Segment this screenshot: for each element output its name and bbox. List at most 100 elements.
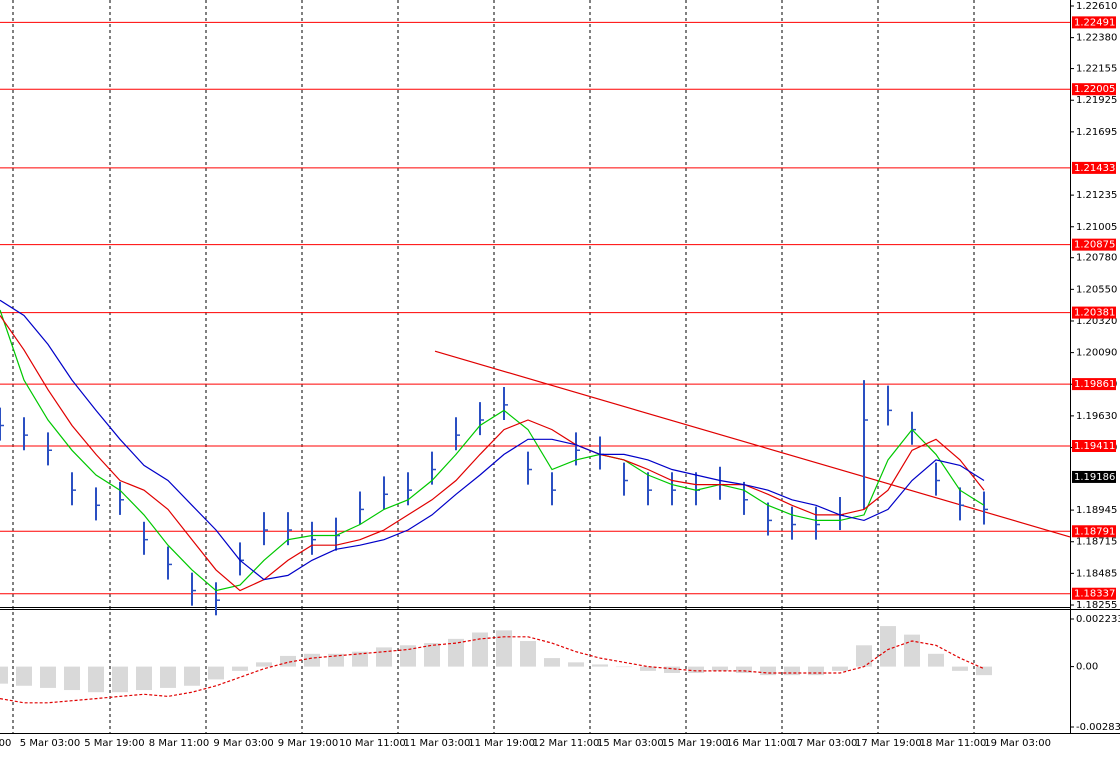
trend-line [434,350,1071,538]
y-tick-label: 1.22380 [1076,33,1117,44]
histogram-bar [760,666,776,676]
histogram-bar [304,653,320,667]
y-tick-label: 1.22610 [1076,1,1117,12]
level-label-box [1072,306,1116,319]
histogram-bar [256,662,272,667]
level-label-box [1072,440,1116,453]
y-tick-label: 1.18485 [1076,568,1117,579]
x-tick-label: 16 Mar 11:00 [726,738,793,749]
histogram-bar [232,666,248,671]
histogram-bar [376,647,392,667]
level-label: 1.21433 [1074,163,1115,174]
level-label-box [1072,161,1116,174]
level-label-box [1072,587,1116,600]
histogram-bar [808,666,824,676]
x-tick-label: 19 Mar 03:00 [984,738,1051,749]
level-label-box [1072,238,1116,251]
y-tick-label: 0.00 [1076,662,1098,673]
histogram-bar [832,666,848,671]
y-tick-label: 1.21235 [1076,190,1117,201]
level-label: 1.19861 [1074,379,1115,390]
histogram-bar [616,666,632,668]
y-tick-label: 0.002233 [1076,614,1120,625]
y-tick-label: 1.20550 [1076,284,1117,295]
histogram-bar [664,666,680,673]
histogram-bar [496,630,512,667]
x-tick-label: 15 Mar 19:00 [662,738,729,749]
histogram-bar [592,664,608,667]
histogram-bar [544,658,560,667]
level-label: 1.22005 [1074,84,1115,95]
histogram-bar [16,666,32,686]
histogram-bar [904,634,920,667]
histogram-bar [0,666,8,684]
level-label: 1.20875 [1074,240,1115,251]
level-label: 1.22491 [1074,17,1115,28]
level-label: 1.19411 [1074,441,1115,452]
signal-line [0,636,985,704]
histogram-bar [400,645,416,667]
y-tick-label: 1.20320 [1076,316,1117,327]
histogram-bar [184,666,200,686]
histogram-bar [952,666,968,671]
y-tick-label: 1.19630 [1076,411,1117,422]
histogram-bar [64,666,80,691]
histogram-bar [880,626,896,667]
last-price-box [1072,470,1116,483]
level-label: 1.18791 [1074,526,1115,537]
x-tick-label: 5 Mar 19:00 [84,738,144,749]
histogram-bar [280,655,296,667]
histogram-bar [136,666,152,691]
x-tick-label: 18 Mar 11:00 [920,738,987,749]
level-label-box [1072,83,1116,96]
histogram-bar [568,662,584,667]
histogram-bar [352,651,368,667]
y-tick-label: 1.20780 [1076,253,1117,264]
histogram-bar [472,632,488,667]
y-tick-label: 1.21695 [1076,127,1117,138]
line [0,309,985,592]
x-tick-label: 17 Mar 03:00 [791,738,858,749]
histogram-bar [928,653,944,667]
histogram-bar [784,666,800,676]
y-tick-label: 1.18715 [1076,537,1117,548]
histogram-bar [520,641,536,667]
last-price-label: 1.19186 [1074,472,1115,483]
x-tick-label: 00 [0,738,11,749]
y-tick-label: 1.20090 [1076,348,1117,359]
level-label-box [1072,378,1116,391]
histogram-bar [640,666,656,671]
x-tick-label: 11 Mar 03:00 [404,738,471,749]
y-tick-label: 1.22155 [1076,64,1117,75]
x-tick-label: 8 Mar 11:00 [149,738,209,749]
level-label: 1.20381 [1074,308,1115,319]
line [0,315,985,592]
histogram-bar [736,666,752,673]
histogram-bar [88,666,104,693]
x-tick-label: 9 Mar 03:00 [213,738,273,749]
histogram-bar [160,666,176,688]
histogram-bar [448,638,464,667]
x-tick-label: 5 Mar 03:00 [20,738,80,749]
y-tick-label: 1.18945 [1076,505,1117,516]
histogram-bar [328,653,344,667]
level-label-box [1072,16,1116,29]
level-label-box [1072,525,1116,538]
histogram-bar [856,645,872,667]
x-tick-label: 9 Mar 19:00 [278,738,338,749]
histogram-bar [208,666,224,680]
level-label: 1.18337 [1074,589,1115,600]
y-tick-label: 1.18255 [1076,600,1117,611]
y-tick-label: 1.21925 [1076,95,1117,106]
histogram-bar [688,666,704,673]
x-tick-label: 17 Mar 19:00 [855,738,922,749]
y-tick-label: -0.002834 [1076,722,1120,733]
x-tick-label: 15 Mar 03:00 [597,738,664,749]
x-tick-label: 10 Mar 11:00 [339,738,406,749]
x-tick-label: 11 Mar 19:00 [468,738,535,749]
y-tick-label: 1.21005 [1076,222,1117,233]
histogram-bar [40,666,56,688]
